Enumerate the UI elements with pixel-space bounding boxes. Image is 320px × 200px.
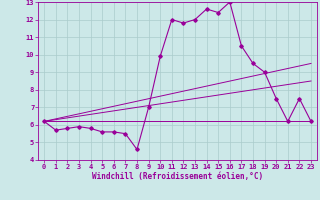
- X-axis label: Windchill (Refroidissement éolien,°C): Windchill (Refroidissement éolien,°C): [92, 172, 263, 181]
